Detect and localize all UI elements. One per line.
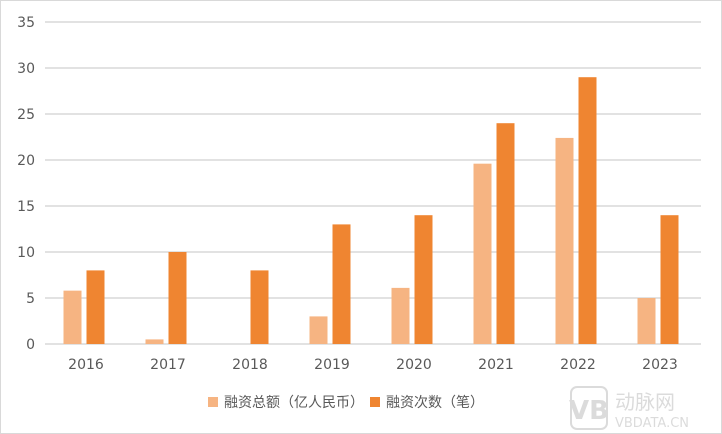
- bar-amount-2017: [145, 339, 164, 344]
- y-tick-label: 35: [17, 15, 35, 31]
- x-tick-label: 2017: [150, 357, 186, 373]
- bar-count-2022: [578, 77, 597, 344]
- bar-amount-2016: [63, 290, 82, 344]
- legend-label: 融资总额（亿人民币）: [224, 395, 364, 411]
- y-tick-label: 25: [17, 107, 35, 123]
- x-tick-label: 2020: [396, 357, 432, 373]
- bar-count-2019: [332, 224, 351, 344]
- bar-count-2021: [496, 123, 515, 344]
- x-tick-label: 2019: [314, 357, 350, 373]
- legend-swatch: [208, 397, 218, 407]
- legend-label: 融资次数（笔）: [386, 395, 484, 411]
- x-tick-label: 2016: [68, 357, 104, 373]
- bar-count-2023: [660, 215, 679, 344]
- bar-count-2018: [250, 270, 269, 344]
- x-tick-label: 2018: [232, 357, 268, 373]
- svg-text:VB: VB: [569, 396, 609, 426]
- bar-count-2020: [414, 215, 433, 344]
- bar-count-2016: [86, 270, 105, 344]
- bar-amount-2022: [555, 137, 574, 344]
- y-tick-label: 15: [17, 199, 35, 215]
- bar-amount-2019: [309, 316, 328, 344]
- svg-text:动脉网: 动脉网: [615, 390, 675, 414]
- x-tick-label: 2021: [478, 357, 514, 373]
- y-tick-label: 5: [26, 291, 35, 307]
- bar-amount-2020: [391, 287, 410, 344]
- svg-text:VBDATA.CN: VBDATA.CN: [615, 416, 689, 431]
- bar-amount-2023: [637, 298, 656, 344]
- bar-amount-2021: [473, 163, 492, 344]
- x-tick-label: 2023: [642, 357, 678, 373]
- bar-count-2017: [168, 252, 187, 344]
- y-tick-label: 10: [17, 245, 35, 261]
- x-tick-label: 2022: [560, 357, 596, 373]
- y-tick-label: 30: [17, 61, 35, 77]
- legend-swatch: [370, 397, 380, 407]
- vbdata-watermark-logo: VB 动脉网 VBDATA.CN: [569, 386, 689, 431]
- y-tick-label: 0: [26, 337, 35, 353]
- y-tick-label: 20: [17, 153, 35, 169]
